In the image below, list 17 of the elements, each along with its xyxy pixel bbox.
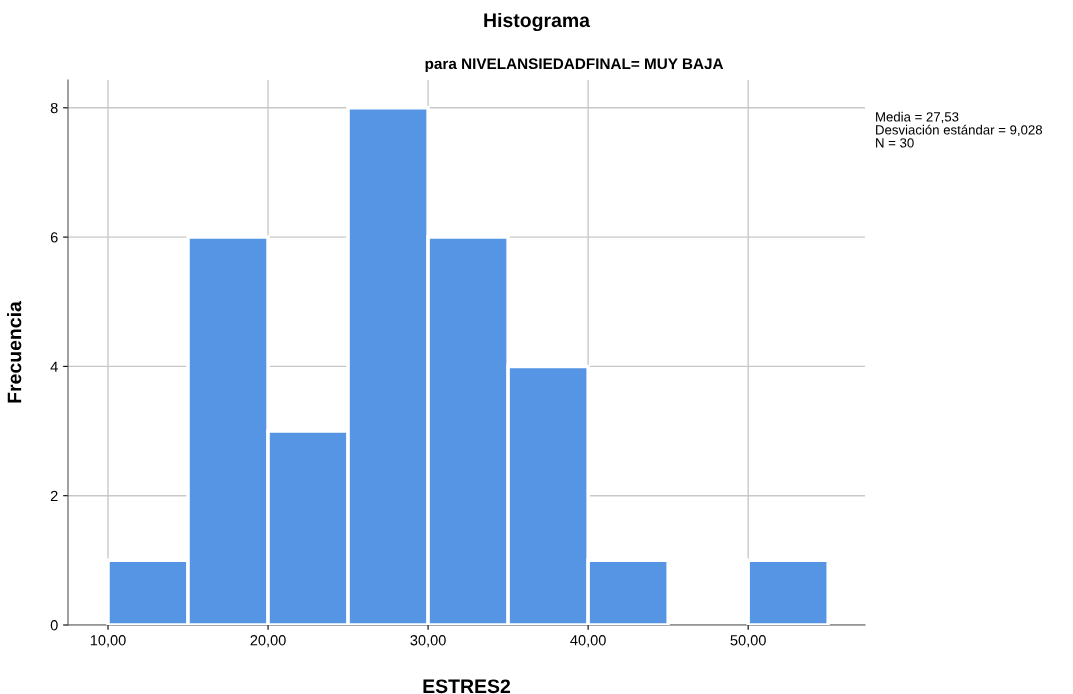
text: Desviación estándar = 9,028 [876, 124, 1043, 137]
x-tick-label: 40,00 [570, 635, 606, 648]
x-tick-label: 30,00 [410, 635, 446, 648]
y-tick-label: 8 [50, 102, 58, 114]
x-axis-title: ESTRES2 [423, 679, 511, 694]
y-tick-label: 0 [50, 620, 58, 631]
y-tick-label: 4 [50, 361, 58, 372]
x-tick-label: 10,00 [90, 635, 126, 648]
chart-title: Histograma [484, 12, 591, 32]
text: Media = 27,53 [876, 111, 959, 124]
y-axis-title: Frecuencia [7, 301, 22, 403]
y-tick-label: 6 [50, 232, 58, 243]
text: N = 30 [876, 138, 914, 148]
x-tick-label: 50,00 [730, 635, 766, 648]
x-tick-label: 20,00 [250, 635, 286, 648]
chart-subtitle: para NIVELANSIEDADFINAL= MUY BAJA [425, 58, 724, 73]
y-tick-label: 2 [50, 490, 58, 501]
